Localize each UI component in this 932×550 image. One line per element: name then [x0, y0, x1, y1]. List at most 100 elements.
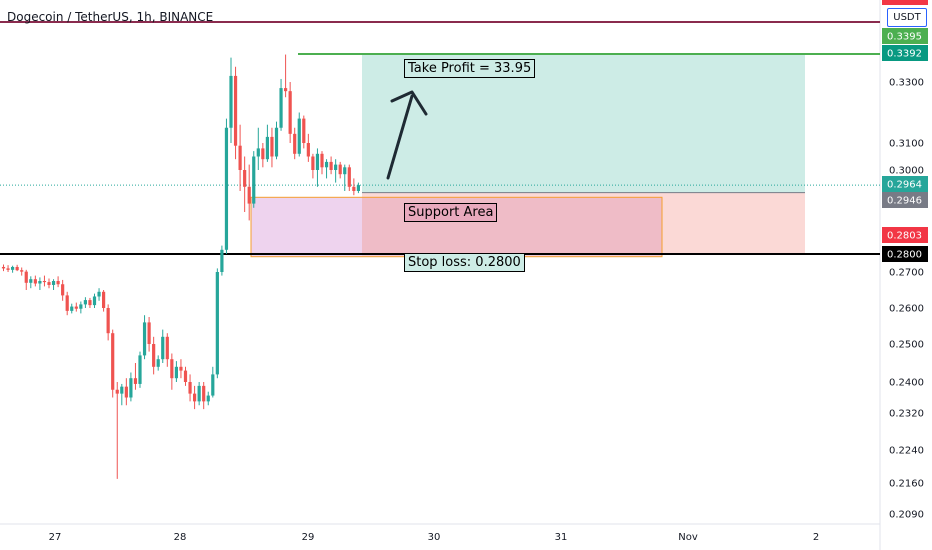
- candle[interactable]: [243, 170, 247, 187]
- trend-arrow-shaft[interactable]: [386, 94, 414, 180]
- candle[interactable]: [306, 143, 310, 157]
- candle[interactable]: [165, 336, 169, 360]
- candle[interactable]: [193, 393, 197, 402]
- candle[interactable]: [147, 322, 151, 344]
- candle[interactable]: [70, 306, 74, 311]
- candle[interactable]: [97, 291, 101, 297]
- candle[interactable]: [188, 382, 192, 394]
- candle[interactable]: [233, 75, 238, 146]
- y-tick-label: 0.3000: [889, 166, 924, 177]
- candle[interactable]: [47, 282, 51, 285]
- price-badge: [882, 28, 928, 44]
- candle[interactable]: [320, 153, 324, 168]
- candle[interactable]: [293, 133, 297, 154]
- candle[interactable]: [352, 186, 356, 191]
- candle[interactable]: [92, 296, 97, 306]
- candle[interactable]: [220, 249, 224, 272]
- take-profit-label[interactable]: Take Profit = 33.95: [404, 59, 536, 78]
- candle[interactable]: [24, 271, 28, 283]
- support-area-label[interactable]: Support Area: [404, 203, 498, 222]
- candle[interactable]: [334, 164, 338, 170]
- candle[interactable]: [270, 136, 274, 157]
- candle[interactable]: [33, 279, 37, 284]
- price-badge-label: 0.3395: [887, 32, 922, 43]
- candle[interactable]: [329, 161, 333, 170]
- candle[interactable]: [115, 389, 119, 394]
- candle[interactable]: [6, 268, 10, 270]
- candle[interactable]: [265, 136, 269, 160]
- candle[interactable]: [206, 395, 210, 402]
- candle[interactable]: [229, 75, 233, 128]
- candle[interactable]: [38, 281, 42, 284]
- candle[interactable]: [183, 370, 188, 382]
- y-tick-label: 0.2240: [889, 446, 924, 457]
- candle[interactable]: [129, 378, 133, 398]
- candle[interactable]: [51, 281, 56, 285]
- candle[interactable]: [279, 88, 283, 128]
- candle[interactable]: [356, 185, 360, 191]
- candle[interactable]: [1, 266, 6, 269]
- candle[interactable]: [315, 153, 320, 170]
- candle[interactable]: [88, 300, 92, 306]
- candle[interactable]: [15, 266, 19, 271]
- price-badge: [882, 45, 928, 61]
- candle[interactable]: [11, 266, 15, 270]
- candle[interactable]: [252, 156, 256, 204]
- candle[interactable]: [274, 127, 279, 157]
- currency-selector[interactable]: USDT: [887, 8, 927, 27]
- candle[interactable]: [302, 118, 306, 143]
- candle[interactable]: [42, 281, 47, 283]
- candle[interactable]: [142, 322, 147, 356]
- candle[interactable]: [156, 359, 160, 367]
- candle[interactable]: [174, 366, 178, 379]
- candle[interactable]: [79, 304, 83, 309]
- candle[interactable]: [65, 295, 69, 311]
- candle[interactable]: [324, 161, 329, 168]
- candle[interactable]: [20, 270, 24, 272]
- y-tick-label: 0.2090: [889, 510, 924, 521]
- candle[interactable]: [61, 284, 65, 296]
- candle[interactable]: [284, 88, 288, 92]
- price-badge-label: 0.2803: [887, 231, 922, 242]
- candle[interactable]: [170, 359, 174, 379]
- candle[interactable]: [152, 344, 156, 367]
- price-badge-label: 0.3392: [887, 49, 922, 60]
- candle[interactable]: [133, 378, 138, 384]
- candle[interactable]: [256, 148, 260, 157]
- candle[interactable]: [179, 366, 183, 371]
- candle[interactable]: [338, 164, 342, 175]
- candle[interactable]: [238, 145, 242, 170]
- candle[interactable]: [83, 300, 87, 305]
- candle[interactable]: [347, 167, 351, 187]
- candle[interactable]: [224, 127, 229, 250]
- x-tick-label: 31: [555, 532, 568, 543]
- candle[interactable]: [215, 272, 219, 375]
- candle[interactable]: [124, 386, 128, 398]
- candle[interactable]: [161, 336, 165, 360]
- candle[interactable]: [211, 374, 215, 396]
- candle[interactable]: [106, 308, 110, 334]
- price-badge-label: 0.2964: [887, 180, 922, 191]
- candle[interactable]: [311, 156, 315, 171]
- candle[interactable]: [102, 291, 106, 308]
- y-tick-label: 0.2160: [889, 479, 924, 490]
- candle[interactable]: [288, 91, 292, 134]
- candle[interactable]: [247, 186, 251, 204]
- price-badge: [882, 176, 928, 192]
- candle[interactable]: [261, 148, 265, 160]
- candle[interactable]: [120, 386, 124, 394]
- x-tick-label: 29: [302, 532, 315, 543]
- candle[interactable]: [297, 118, 301, 154]
- candle[interactable]: [343, 167, 347, 175]
- stop-loss-label[interactable]: Stop loss: 0.2800: [404, 253, 525, 272]
- candle[interactable]: [56, 281, 60, 285]
- price-badge-label: 0.2946: [887, 196, 922, 207]
- candle[interactable]: [138, 355, 142, 384]
- candle[interactable]: [74, 306, 78, 309]
- candle[interactable]: [197, 385, 201, 402]
- candle[interactable]: [202, 385, 206, 402]
- candle[interactable]: [29, 279, 33, 283]
- price-badge: [882, 246, 928, 262]
- candle[interactable]: [111, 333, 115, 390]
